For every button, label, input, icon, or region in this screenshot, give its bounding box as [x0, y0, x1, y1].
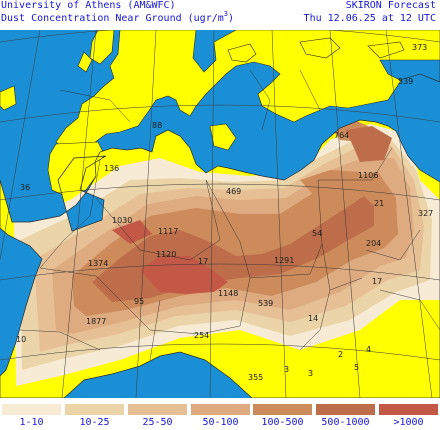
legend: 1-10 10-25 25-50 50-100 100-500 500-1000 >1000 — [0, 398, 440, 430]
map-value-label: 254 — [194, 331, 209, 340]
legend-label: 50-100 — [202, 417, 239, 428]
map-value-label: 4 — [366, 345, 371, 354]
value-labels: 373 539 88 764 136 36 1106 469 21 327 1030 1117 54 20… — [16, 43, 433, 382]
caspian-sea — [379, 59, 440, 83]
map-value-label: 204 — [366, 239, 381, 248]
map-value-label: 1877 — [86, 317, 106, 326]
map-value-label: 3 — [308, 369, 313, 378]
valid-time-label: Thu 12.06.25 at 12 UTC — [303, 13, 436, 24]
map-value-label: 3 — [284, 365, 289, 374]
institution-label: University of Athens (AM&WFC) — [1, 0, 176, 11]
map-value-label: 14 — [308, 314, 318, 323]
map-value-label: 1291 — [274, 256, 294, 265]
legend-swatch — [191, 404, 250, 415]
unit-exponent: 3 — [223, 10, 228, 18]
map-value-label: 17 — [198, 257, 208, 266]
legend-label: 100-500 — [261, 417, 304, 428]
legend-label: 10-25 — [79, 417, 110, 428]
legend-swatch — [65, 404, 124, 415]
map-value-label: 1120 — [156, 250, 176, 259]
unit-close: ) — [227, 13, 235, 24]
legend-label: 1-10 — [19, 417, 44, 428]
product-label: SKIRON Forecast — [345, 0, 436, 11]
map-value-label: 373 — [412, 43, 427, 52]
map-value-label: 54 — [312, 229, 322, 238]
variable-text: Dust Concentration Near Ground (ugr/m — [1, 13, 224, 24]
map-value-label: 1374 — [88, 259, 108, 268]
map-value-label: 539 — [398, 77, 413, 86]
map-value-label: 95 — [134, 297, 144, 306]
legend-swatch — [316, 404, 375, 415]
map-value-label: 1030 — [112, 216, 132, 225]
legend-swatch — [379, 404, 438, 415]
map-value-label: 36 — [20, 183, 30, 192]
map-value-label: 539 — [258, 299, 273, 308]
lat-lon-grid — [0, 30, 440, 398]
map-value-label: 5 — [354, 363, 359, 372]
map-value-label: 469 — [226, 187, 241, 196]
country-borders — [19, 69, 440, 361]
dust-concentration-map: 373 539 88 764 136 36 1106 469 21 327 1030 1117 54 20… — [0, 30, 440, 398]
northern-land — [0, 30, 440, 199]
map-value-label: 136 — [104, 164, 119, 173]
map-value-label: 327 — [418, 209, 433, 218]
dust-fields — [14, 120, 440, 386]
map-value-label: 10 — [16, 335, 26, 344]
map-value-label: 2 — [338, 350, 343, 359]
map-value-label: 1148 — [218, 289, 238, 298]
legend-label: >1000 — [393, 417, 424, 428]
legend-swatch — [2, 404, 61, 415]
map-value-label: 88 — [152, 121, 162, 130]
map-value-label: 764 — [334, 131, 349, 140]
map-value-label: 21 — [374, 199, 384, 208]
legend-label: 500-1000 — [321, 417, 370, 428]
legend-swatch — [128, 404, 187, 415]
variable-label: Dust Concentration Near Ground (ugr/m3) — [1, 10, 235, 25]
map-value-label: 1106 — [358, 171, 378, 180]
map-value-label: 1117 — [158, 227, 178, 236]
map-header: University of Athens (AM&WFC) SKIRON For… — [0, 0, 440, 30]
map-value-label: 17 — [372, 277, 382, 286]
map-value-label: 355 — [248, 373, 263, 382]
legend-label: 25-50 — [142, 417, 173, 428]
legend-swatch — [253, 404, 312, 415]
